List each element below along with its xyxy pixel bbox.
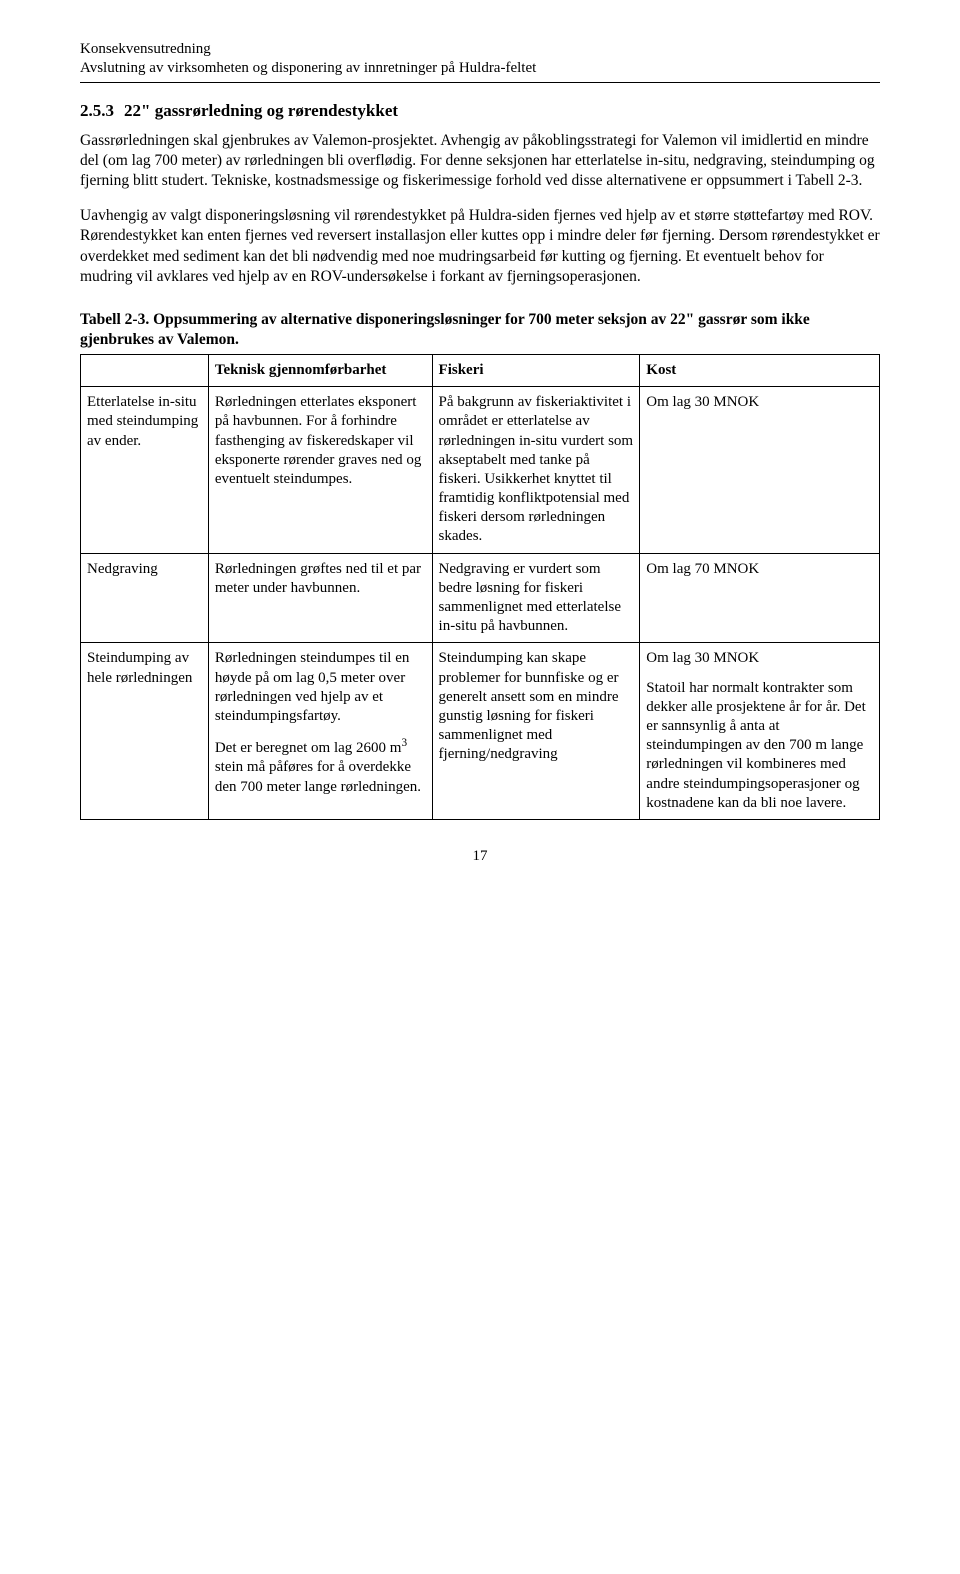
col-header-fiskeri: Fiskeri (432, 354, 640, 386)
header-line-1: Konsekvensutredning (80, 40, 880, 59)
cell-teknisk-p2a: Det er beregnet om lag 2600 m (215, 740, 402, 756)
cell-teknisk-p2b: stein må påføres for å overdekke den 700… (215, 759, 421, 794)
table-caption: Tabell 2-3. Oppsummering av alternative … (80, 310, 880, 350)
cell-kost: Om lag 70 MNOK (640, 553, 880, 643)
cell-kost: Om lag 30 MNOK (640, 387, 880, 554)
cell-kost: Om lag 30 MNOK Statoil har normalt kontr… (640, 643, 880, 820)
cell-teknisk: Rørledningen grøftes ned til et par mete… (208, 553, 432, 643)
header-rule (80, 82, 880, 83)
col-header-blank (81, 354, 209, 386)
page-number: 17 (80, 848, 880, 865)
table-header-row: Teknisk gjennomførbarhet Fiskeri Kost (81, 354, 880, 386)
running-header: Konsekvensutredning Avslutning av virkso… (80, 40, 880, 78)
section-title: 22" gassrørledning og rørendestykket (124, 101, 398, 120)
cell-teknisk: Rørledningen etterlates eksponert på hav… (208, 387, 432, 554)
cell-teknisk-p1: Rørledningen steindumpes til en høyde på… (215, 649, 426, 726)
row-label: Etterlatelse in-situ med steindumping av… (81, 387, 209, 554)
header-line-2: Avslutning av virksomheten og disponerin… (80, 59, 880, 78)
row-label: Steindumping av hele rørledningen (81, 643, 209, 820)
table-row: Etterlatelse in-situ med steindumping av… (81, 387, 880, 554)
cell-teknisk: Rørledningen steindumpes til en høyde på… (208, 643, 432, 820)
section-number: 2.5.3 (80, 101, 114, 121)
cell-fiskeri: Nedgraving er vurdert som bedre løsning … (432, 553, 640, 643)
cell-fiskeri: Steindumping kan skape problemer for bun… (432, 643, 640, 820)
cell-kost-p1: Om lag 30 MNOK (646, 649, 873, 668)
row-label: Nedgraving (81, 553, 209, 643)
cell-teknisk-p2: Det er beregnet om lag 2600 m3 stein må … (215, 736, 426, 797)
col-header-kost: Kost (640, 354, 880, 386)
cell-fiskeri: På bakgrunn av fiskeriaktivitet i område… (432, 387, 640, 554)
section-heading: 2.5.3 22" gassrørledning og rørendestykke… (80, 101, 880, 121)
document-page: Konsekvensutredning Avslutning av virkso… (0, 0, 960, 905)
col-header-teknisk: Teknisk gjennomførbarhet (208, 354, 432, 386)
disposal-table: Teknisk gjennomførbarhet Fiskeri Kost Et… (80, 354, 880, 820)
paragraph-1: Gassrørledningen skal gjenbrukes av Vale… (80, 131, 880, 192)
paragraph-2: Uavhengig av valgt disponeringsløsning v… (80, 206, 880, 288)
table-row: Steindumping av hele rørledningen Rørled… (81, 643, 880, 820)
cell-kost-p2: Statoil har normalt kontrakter som dekke… (646, 679, 873, 813)
cell-teknisk-sup: 3 (401, 737, 407, 749)
table-row: Nedgraving Rørledningen grøftes ned til … (81, 553, 880, 643)
